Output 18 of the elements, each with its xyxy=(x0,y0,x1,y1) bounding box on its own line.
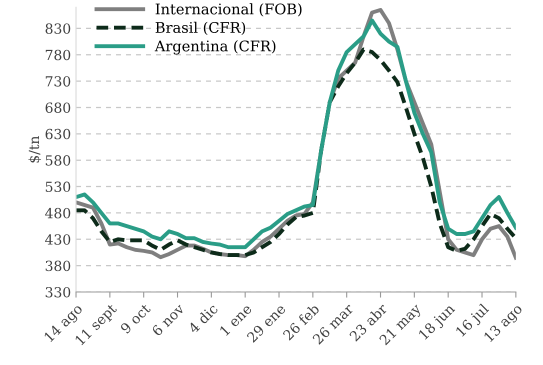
y-tick-label: 430 xyxy=(45,234,70,245)
legend-label: Brasil (CFR) xyxy=(156,22,246,36)
x-tick-label: 4 dic xyxy=(187,302,219,334)
y-tick-label: 730 xyxy=(46,76,70,87)
y-axis-title: $/tn xyxy=(28,136,42,162)
y-tick-label: 480 xyxy=(45,208,70,218)
y-tick-label: 780 xyxy=(46,50,70,60)
y-tick-label: 330 xyxy=(46,286,70,298)
y-tick-label: 630 xyxy=(46,128,70,140)
y-tick-label: 380 xyxy=(46,260,70,272)
y-tick-label: 680 xyxy=(46,102,70,113)
legend-label: Internacional (FOB) xyxy=(156,3,302,17)
y-tick-label: 580 xyxy=(46,155,70,166)
y-tick-label: 830 xyxy=(46,23,70,34)
x-tick-label: 6 nov xyxy=(151,302,186,337)
x-tick-label: 9 oct xyxy=(120,302,152,334)
legend-label: Argentina (CFR) xyxy=(154,40,276,55)
y-tick-label: 530 xyxy=(46,182,70,192)
